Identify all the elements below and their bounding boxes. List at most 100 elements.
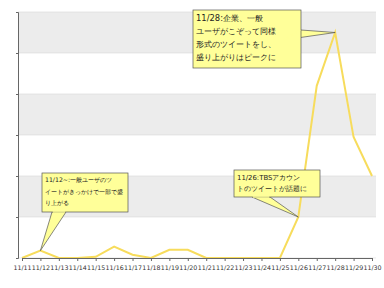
x-tick-label: 11/29 — [345, 264, 363, 271]
x-tick: 11/17 — [124, 258, 142, 271]
y-tick-mark — [16, 12, 18, 13]
x-tick: 11/19 — [161, 258, 179, 271]
chart: 11/1111/1211/1311/1411/1511/1611/1711/18… — [0, 0, 384, 288]
x-tick: 11/24 — [253, 258, 271, 271]
x-tick-mark — [151, 258, 152, 261]
x-tick: 11/29 — [345, 258, 363, 271]
callout-box — [42, 173, 128, 212]
callout-box — [193, 10, 301, 68]
x-tick: 11/12 — [32, 258, 50, 271]
callout-text: 形式のツイートをし、 — [196, 39, 276, 49]
annotations: 11/28:企業、一般ユーザがこぞって同様形式のツイートをし、盛り上がりはピーク… — [40, 10, 335, 251]
x-tick-label: 11/16 — [106, 264, 124, 271]
y-tick — [16, 12, 18, 13]
x-tick-label: 11/25 — [271, 264, 289, 271]
x-tick-label: 11/14 — [69, 264, 87, 271]
x-tick: 11/20 — [179, 258, 197, 271]
callout-text: ユーザがこぞって同様 — [196, 26, 276, 36]
x-tick-label: 11/21 — [198, 264, 216, 271]
callout-join — [253, 196, 269, 197]
callout: 11/26:TBSアカウントのツイートが話題に — [234, 170, 320, 217]
x-tick-mark — [77, 258, 78, 261]
grid-band — [18, 53, 376, 94]
x-tick-mark — [96, 258, 97, 261]
x-tick: 11/13 — [50, 258, 68, 271]
callout-text: トのツイートが話題に — [237, 185, 307, 193]
x-tick-mark — [280, 258, 281, 261]
x-tick-mark — [261, 258, 262, 261]
x-tick-label: 11/15 — [87, 264, 105, 271]
grid-band — [18, 94, 376, 135]
grid-band — [18, 12, 376, 53]
x-tick-mark — [188, 258, 189, 261]
x-tick-mark — [40, 258, 41, 261]
x-tick-label: 11/13 — [50, 264, 68, 271]
y-axis-line — [16, 13, 19, 259]
y-tick — [16, 217, 18, 218]
x-tick-label: 11/22 — [216, 264, 234, 271]
x-tick-label: 11/17 — [124, 264, 142, 271]
y-tick — [16, 53, 18, 54]
y-tick-mark — [16, 135, 18, 136]
x-tick: 11/14 — [69, 258, 87, 271]
x-tick-label: 11/18 — [142, 264, 160, 271]
x-tick-mark — [59, 258, 60, 261]
x-tick: 11/25 — [271, 258, 289, 271]
y-tick — [16, 176, 18, 177]
x-tick-mark — [298, 258, 299, 261]
x-tick: 11/30 — [363, 258, 381, 271]
x-tick: 11/11 — [13, 258, 31, 271]
callout-pointer — [252, 197, 298, 217]
x-tick-label: 11/20 — [179, 264, 197, 271]
callout-text: 11/12~:一般ユーザのツ — [45, 176, 112, 183]
callout: 11/28:企業、一般ユーザがこぞって同様形式のツイートをし、盛り上がりはピーク… — [193, 10, 335, 68]
y-tick — [16, 94, 18, 95]
x-tick-mark — [133, 258, 134, 261]
x-tick-label: 11/19 — [161, 264, 179, 271]
y-axis — [16, 13, 19, 259]
x-tick-mark — [22, 258, 23, 261]
x-tick-label: 11/11 — [13, 264, 31, 271]
y-tick-mark — [16, 258, 18, 259]
y-tick-mark — [16, 94, 18, 95]
x-tick-label: 11/30 — [363, 264, 381, 271]
x-tick-label: 11/12 — [32, 264, 50, 271]
grid-band — [18, 135, 376, 176]
x-tick-mark — [206, 258, 207, 261]
x-tick-label: 11/27 — [308, 264, 326, 271]
x-tick-mark — [317, 258, 318, 261]
y-tick-mark — [16, 217, 18, 218]
x-tick: 11/16 — [106, 258, 124, 271]
y-tick — [16, 135, 18, 136]
x-tick-mark — [335, 258, 336, 261]
x-tick-label: 11/28 — [327, 264, 345, 271]
grid-line — [18, 135, 376, 136]
x-tick-mark — [114, 258, 115, 261]
y-tick-mark — [16, 53, 18, 54]
x-axis-line — [23, 259, 373, 262]
callout: 11/12~:一般ユーザのツイートがきっかけで一部で盛り上がる — [40, 173, 128, 251]
x-tick-label: 11/26 — [290, 264, 308, 271]
x-tick: 11/28 — [327, 258, 345, 271]
grid — [18, 12, 376, 258]
x-tick-mark — [225, 258, 226, 261]
callout-text: り上がる — [45, 199, 69, 206]
x-tick: 11/21 — [198, 258, 216, 271]
x-tick: 11/22 — [216, 258, 234, 271]
callout-pointer — [40, 212, 66, 251]
grid-line — [18, 217, 376, 218]
y-tick-mark — [16, 176, 18, 177]
x-tick: 11/26 — [290, 258, 308, 271]
x-tick-mark — [243, 258, 244, 261]
x-tick-mark — [354, 258, 355, 261]
x-tick-label: 11/23 — [234, 264, 252, 271]
x-tick-mark — [169, 258, 170, 261]
x-tick: 11/15 — [87, 258, 105, 271]
y-tick — [16, 258, 18, 259]
callout-text: 11/28:企業、一般 — [196, 13, 263, 23]
callout-text: イートがきっかけで一部で盛 — [45, 188, 123, 196]
x-tick-label: 11/24 — [253, 264, 271, 271]
callout-box — [234, 170, 320, 197]
callout-join — [284, 30, 300, 40]
x-tick: 11/18 — [142, 258, 160, 271]
